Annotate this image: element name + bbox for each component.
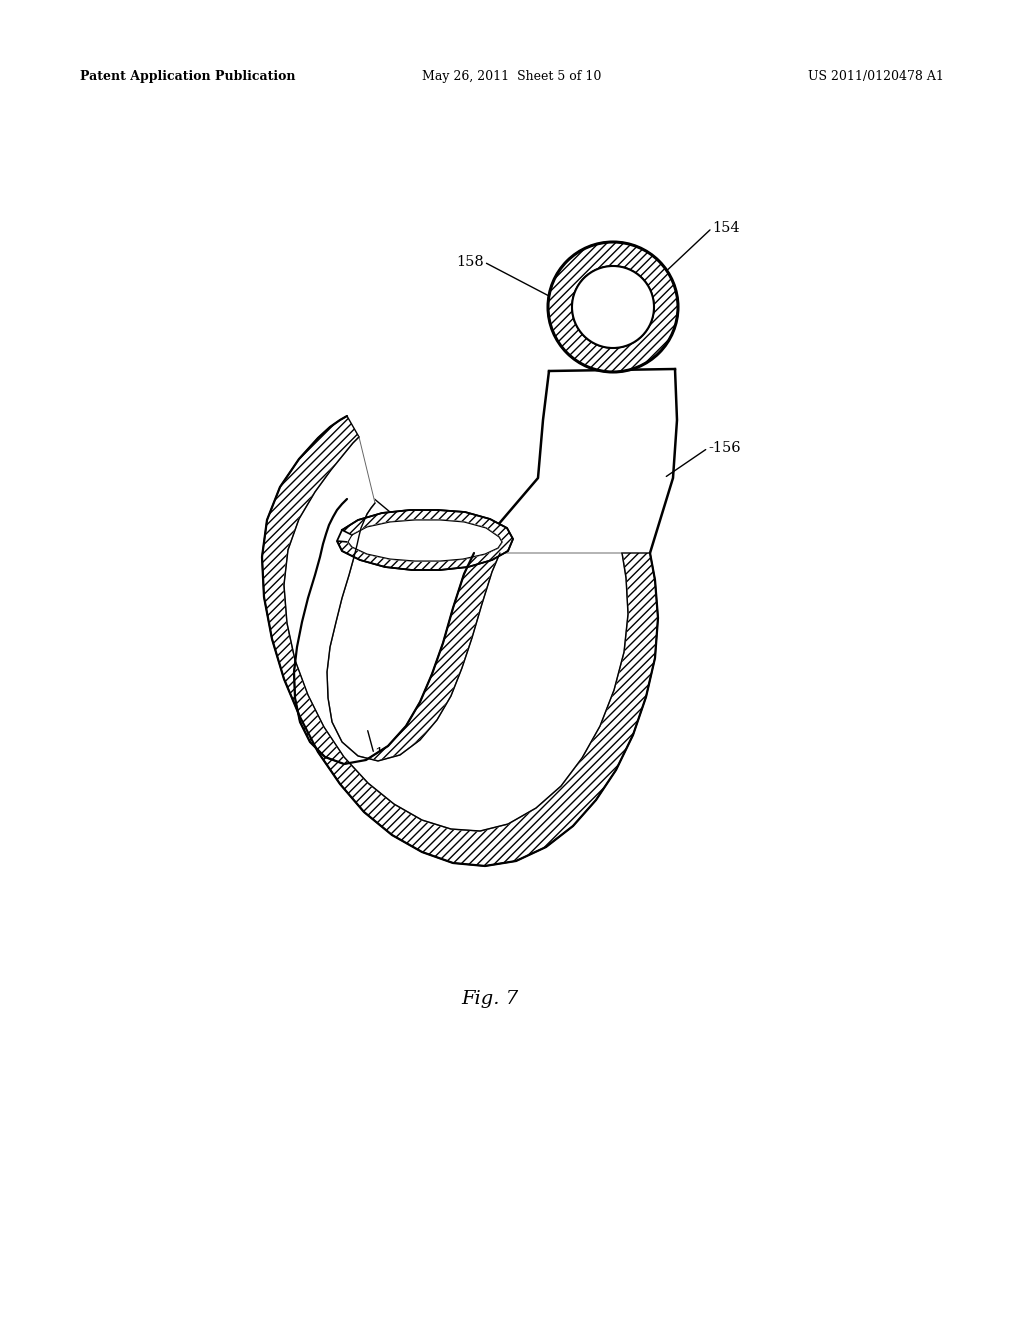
Polygon shape <box>348 520 502 561</box>
Text: Fig. 7: Fig. 7 <box>462 990 518 1008</box>
Text: May 26, 2011  Sheet 5 of 10: May 26, 2011 Sheet 5 of 10 <box>422 70 602 83</box>
Polygon shape <box>337 510 513 570</box>
Polygon shape <box>262 416 658 866</box>
Polygon shape <box>294 499 500 764</box>
Text: US 2011/0120478 A1: US 2011/0120478 A1 <box>808 70 944 83</box>
Text: 176: 176 <box>374 747 401 762</box>
Text: 175: 175 <box>281 565 308 579</box>
Polygon shape <box>284 437 628 832</box>
Text: 158: 158 <box>457 255 484 269</box>
Wedge shape <box>548 242 678 372</box>
Text: -156: -156 <box>708 441 740 455</box>
Text: 174: 174 <box>344 490 372 504</box>
Text: -175: -175 <box>578 568 610 582</box>
Text: 170: 170 <box>289 515 317 529</box>
Text: 172: 172 <box>466 690 494 705</box>
Polygon shape <box>460 370 675 553</box>
Text: Patent Application Publication: Patent Application Publication <box>80 70 296 83</box>
Circle shape <box>572 267 654 348</box>
Text: 154: 154 <box>712 220 739 235</box>
